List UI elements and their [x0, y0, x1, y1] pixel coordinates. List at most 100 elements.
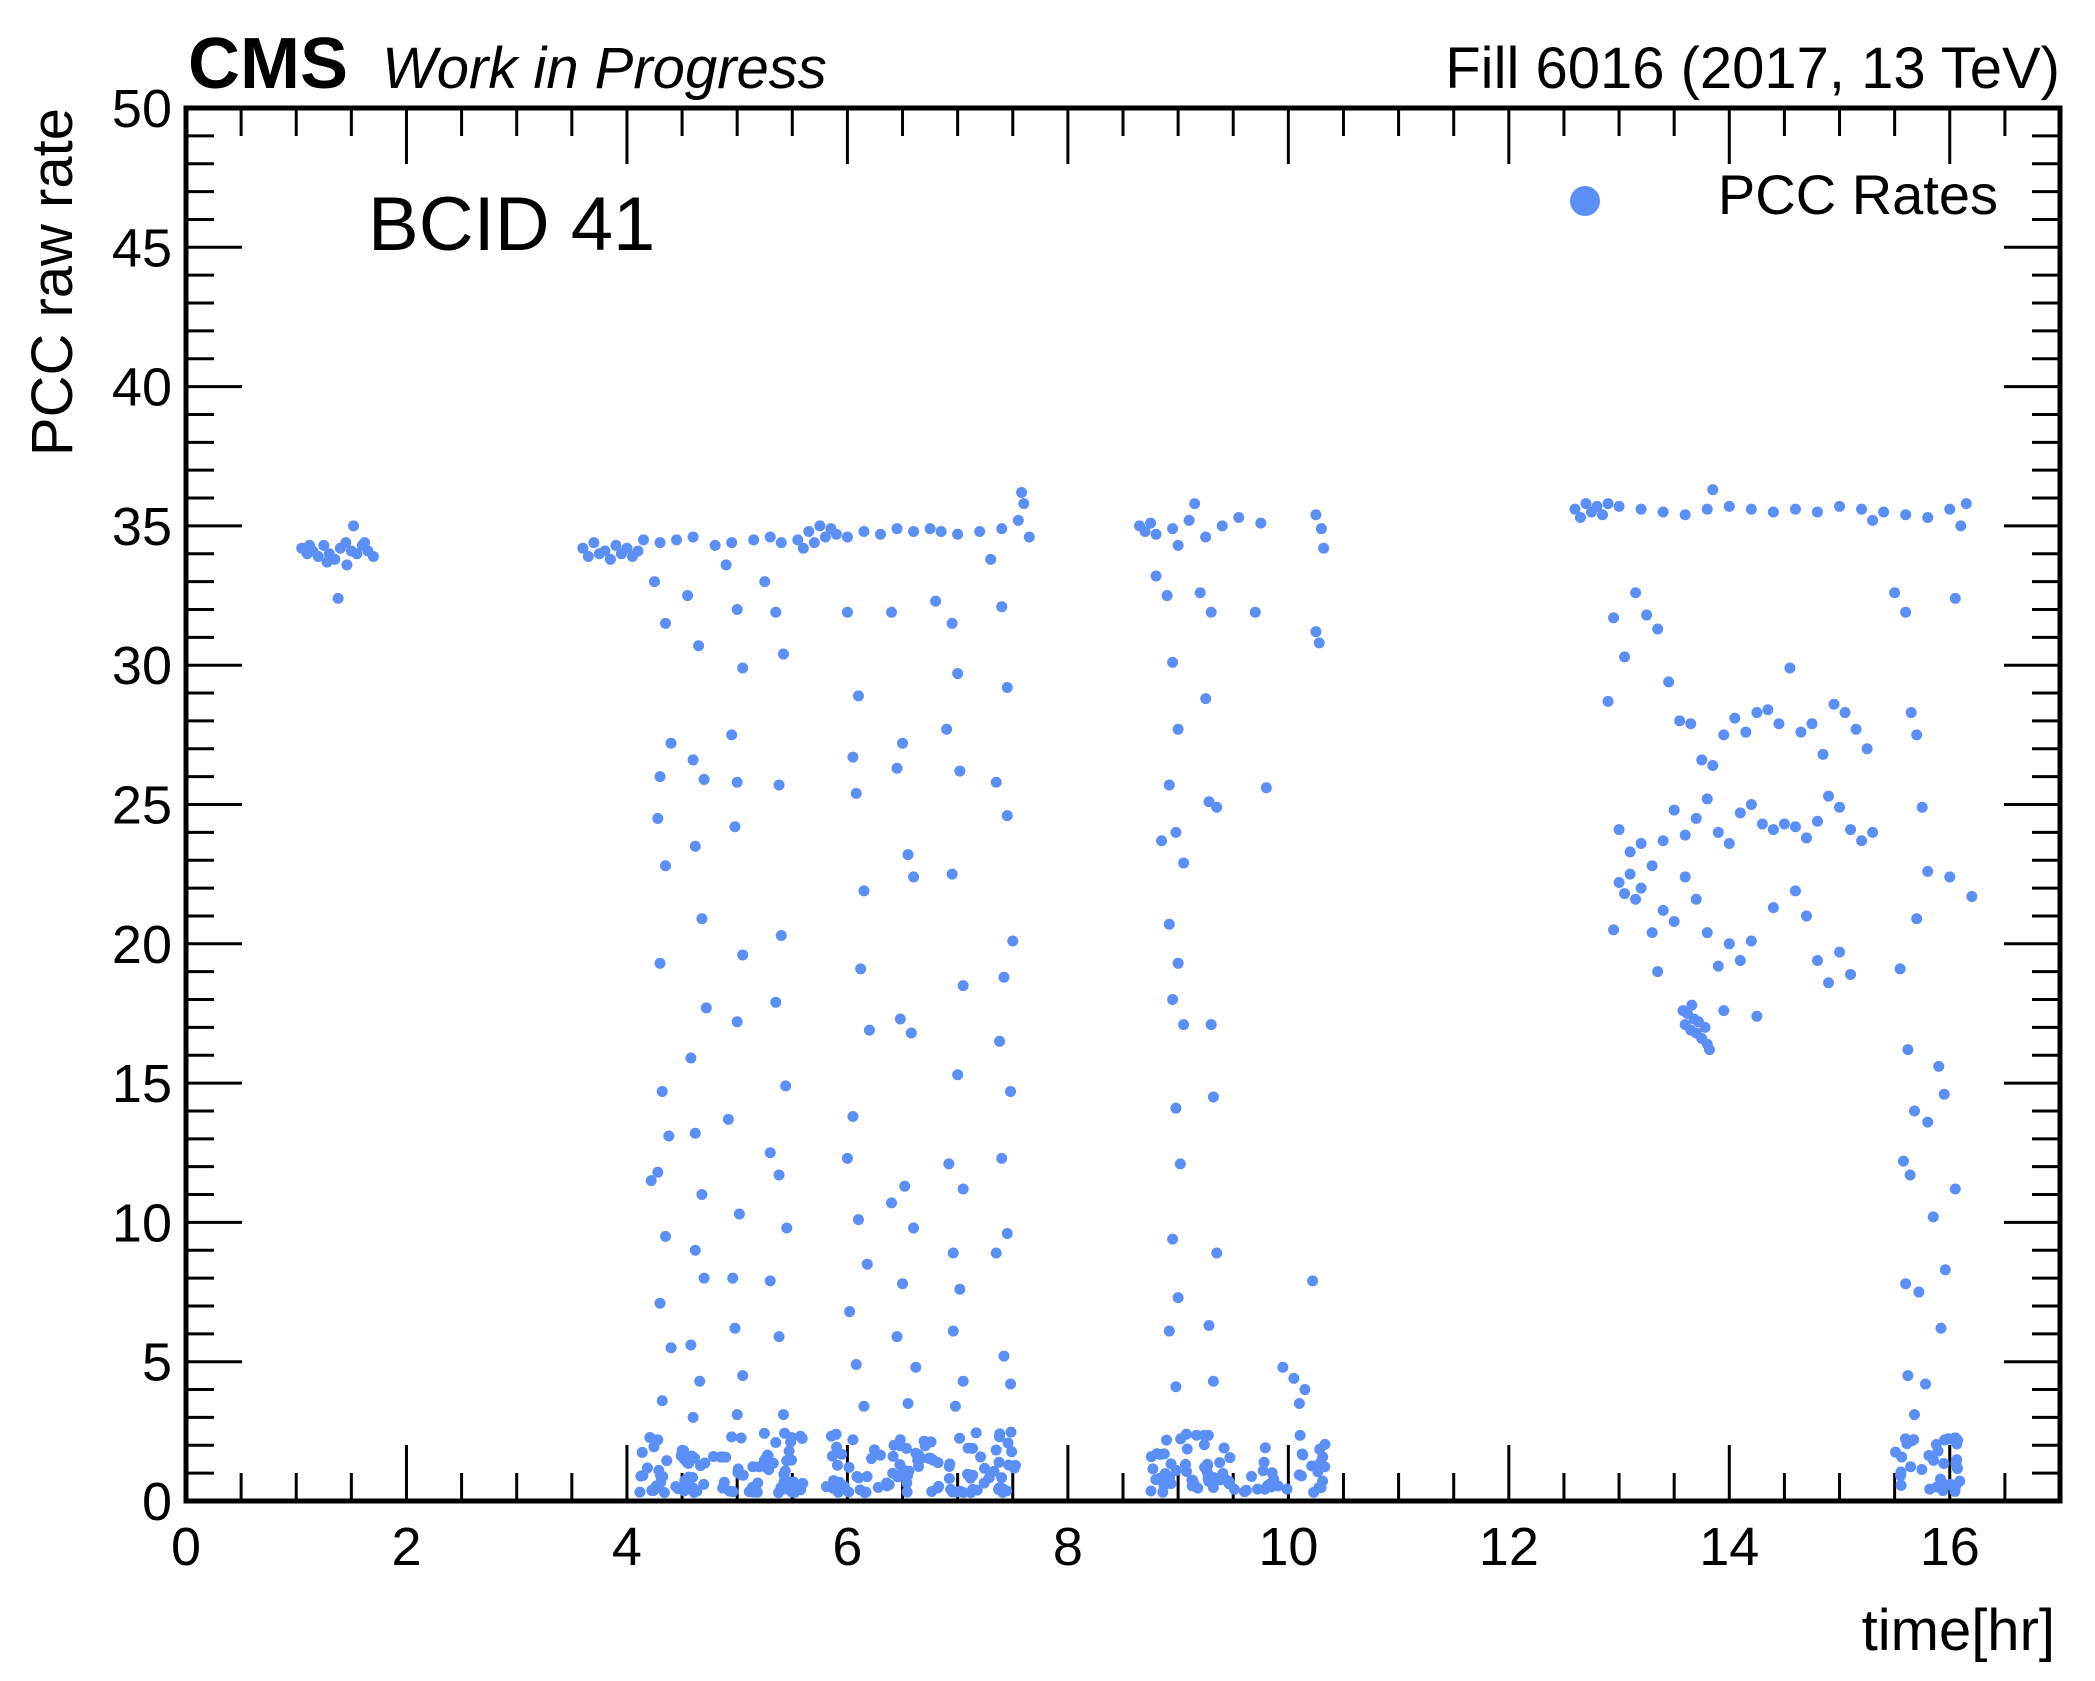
data-point [901, 1470, 913, 1482]
data-point [996, 1152, 1008, 1164]
data-point [899, 1180, 911, 1192]
data-point [1001, 1228, 1013, 1240]
data-point [735, 1432, 747, 1444]
data-point [1153, 1472, 1165, 1484]
data-point [902, 849, 914, 861]
data-point [1924, 1483, 1936, 1495]
data-point [1205, 1019, 1217, 1031]
data-point [994, 1428, 1006, 1440]
bcid-annotation: BCID 41 [368, 182, 655, 267]
data-point [685, 1052, 697, 1064]
data-point [1163, 779, 1175, 791]
data-point [1641, 609, 1653, 621]
data-point [1951, 1463, 1963, 1475]
data-point [1201, 1466, 1213, 1478]
data-point [1913, 1286, 1925, 1298]
data-point [1966, 890, 1978, 902]
data-point [1723, 838, 1735, 850]
data-point [1901, 1438, 1913, 1450]
data-point [1018, 498, 1030, 510]
data-point [661, 1455, 673, 1467]
data-point [1175, 1433, 1187, 1445]
data-point [990, 1247, 1002, 1259]
data-point [1834, 801, 1846, 813]
data-point [847, 1111, 859, 1123]
data-point [952, 668, 964, 680]
data-point [1646, 860, 1658, 872]
data-point [698, 773, 710, 785]
y-tick-label: 30 [112, 636, 172, 696]
data-point [722, 1113, 734, 1125]
data-point [729, 821, 741, 833]
data-point [1172, 723, 1184, 735]
data-point [1619, 888, 1631, 900]
data-point [1734, 955, 1746, 967]
data-point [1895, 1479, 1907, 1491]
data-point [727, 1486, 739, 1498]
data-point [1856, 503, 1868, 515]
data-point [1613, 877, 1625, 889]
data-point [1005, 1085, 1017, 1097]
data-point [819, 531, 831, 543]
data-point [321, 556, 333, 568]
data-point [1900, 606, 1912, 618]
data-point [649, 576, 660, 588]
data-point [831, 1459, 843, 1471]
data-point [952, 528, 964, 540]
data-point [1005, 1378, 1017, 1390]
data-point [678, 1485, 690, 1497]
data-point [737, 662, 749, 674]
data-point [1817, 748, 1829, 760]
data-point [1172, 1292, 1184, 1304]
data-point [1200, 531, 1212, 543]
data-point [1635, 838, 1647, 850]
data-point [367, 551, 379, 563]
data-point [1894, 963, 1906, 975]
data-point [861, 1258, 873, 1270]
data-point [729, 1322, 741, 1334]
data-point [1751, 1010, 1763, 1022]
data-point [1192, 1482, 1204, 1494]
data-point [850, 1358, 862, 1370]
data-point [985, 553, 997, 565]
data-point [731, 1016, 743, 1028]
legend: PCC Rates [1570, 163, 1998, 226]
data-point [1597, 509, 1609, 521]
data-point [996, 601, 1008, 613]
data-point [1207, 1375, 1219, 1387]
data-point [861, 1471, 873, 1483]
data-point [1211, 1247, 1223, 1259]
data-point [792, 534, 804, 546]
legend-marker [1570, 186, 1600, 216]
data-point [318, 539, 330, 551]
data-point [950, 1486, 962, 1498]
data-point [689, 840, 701, 852]
data-point [621, 542, 633, 554]
data-point [891, 1331, 903, 1343]
data-point [970, 1427, 982, 1439]
data-point [1255, 517, 1267, 529]
data-point [1201, 1458, 1213, 1470]
data-point [905, 1027, 917, 1039]
data-point [1001, 681, 1013, 693]
data-point [1911, 913, 1923, 925]
data-point [1218, 1442, 1230, 1454]
data-point [1161, 590, 1173, 602]
y-tick-label: 5 [142, 1333, 172, 1393]
data-point [687, 1411, 699, 1423]
data-point [1690, 893, 1702, 905]
status-label: Work in Progress [382, 36, 827, 101]
data-point [650, 1480, 662, 1492]
data-point [994, 1035, 1006, 1047]
data-point [947, 1247, 959, 1259]
data-point [814, 520, 826, 532]
data-point [783, 1445, 795, 1457]
data-point [582, 551, 594, 563]
data-point [855, 963, 867, 975]
x-tick-label: 16 [1920, 1517, 1980, 1577]
data-point [1677, 1005, 1689, 1017]
data-point [1315, 523, 1327, 535]
data-point [924, 523, 936, 535]
data-point [1602, 695, 1614, 707]
data-point [1900, 1278, 1912, 1290]
